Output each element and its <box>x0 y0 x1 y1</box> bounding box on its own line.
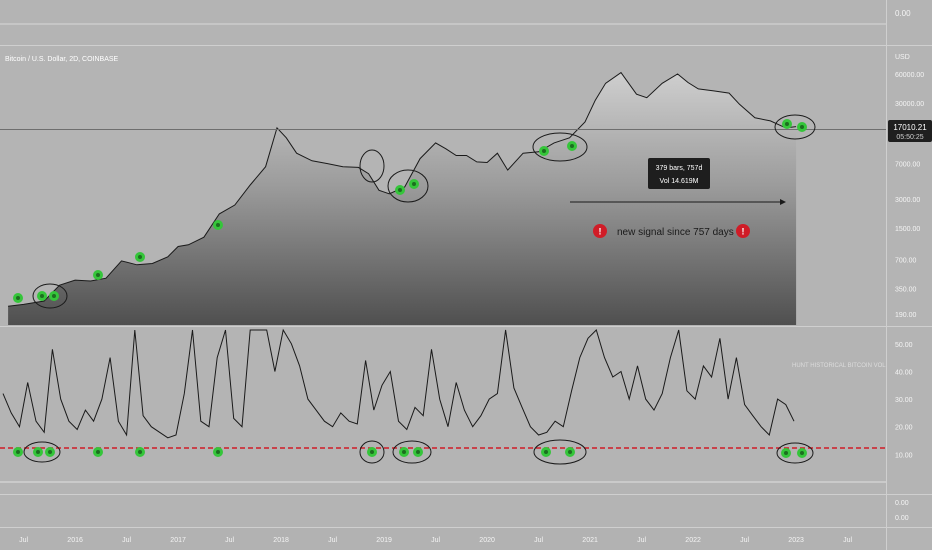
signal-dot-center <box>138 450 142 454</box>
signal-dot-center <box>138 255 142 259</box>
right-scale-background <box>886 0 932 550</box>
time-axis-label: Jul <box>843 537 852 544</box>
time-axis-label: 2021 <box>582 537 598 544</box>
price-tick-label: 700.00 <box>895 258 917 265</box>
indicator-scale-ticks: 50.00 40.00 30.00 20.00 10.00 <box>895 342 913 460</box>
signal-dot-center <box>542 149 546 153</box>
time-axis-label: 2017 <box>170 537 186 544</box>
highlight-ellipse <box>392 440 432 464</box>
price-tick-label: 190.00 <box>895 312 917 319</box>
time-axis-label: 2023 <box>788 537 804 544</box>
current-price-countdown: 05:50:25 <box>896 134 923 141</box>
price-tick-label: 350.00 <box>895 287 917 294</box>
price-tick-label: 7000.00 <box>895 162 920 169</box>
highlight-ellipse <box>532 132 588 162</box>
measure-volume: Vol 14.619M <box>660 178 699 185</box>
measure-bars: 379 bars, 757d <box>656 165 703 172</box>
signal-dot-center <box>416 450 420 454</box>
indicator-tick-label: 10.00 <box>895 452 913 459</box>
highlight-ellipse <box>387 169 429 203</box>
price-currency-label: USD <box>895 54 910 61</box>
signal-markers <box>13 114 816 465</box>
signal-dot-center <box>785 122 789 126</box>
indicator-tick-label: 20.00 <box>895 425 913 432</box>
signal-dot-center <box>370 450 374 454</box>
signal-dot-center <box>52 294 56 298</box>
time-axis-label: Jul <box>637 537 646 544</box>
signal-dot-center <box>570 144 574 148</box>
alert-icon <box>593 224 607 238</box>
bottom-pane-value: 0.00 <box>895 500 909 507</box>
signal-dot-center <box>800 451 804 455</box>
signal-dot-center <box>48 450 52 454</box>
time-axis-label: Jul <box>328 537 337 544</box>
time-axis: Jul 2016 Jul 2017 Jul 2018 Jul 2019 Jul 2020 Jul 20… <box>19 537 852 544</box>
price-tick-label: 30000.00 <box>895 101 924 108</box>
time-axis-label: Jul <box>19 537 28 544</box>
top-panel <box>0 0 886 45</box>
time-axis-label: Jul <box>534 537 543 544</box>
time-axis-label: Jul <box>431 537 440 544</box>
price-scale-ticks: 60000.00 30000.00 7000.00 3000.00 1500.00 700… <box>895 72 924 319</box>
signal-dot-center <box>16 450 20 454</box>
alert-icon-glyph: ! <box>742 227 745 237</box>
price-tick-label: 1500.00 <box>895 226 920 233</box>
volatility-line <box>2 328 795 439</box>
indicator-tick-label: 40.00 <box>895 370 913 377</box>
time-axis-label: 2020 <box>479 537 495 544</box>
highlight-ellipse <box>774 114 816 140</box>
indicator-line-group <box>2 328 795 439</box>
price-tick-label: 3000.00 <box>895 197 920 204</box>
bottom-pane-value: 0.00 <box>895 515 909 522</box>
highlight-ellipse <box>23 441 61 463</box>
highlight-ellipse <box>533 439 587 465</box>
signal-banner-text: new signal since 757 days <box>617 227 734 238</box>
signal-dot-center <box>216 223 220 227</box>
signal-dot-center <box>402 450 406 454</box>
alert-icon-glyph: ! <box>599 227 602 237</box>
measure-tooltip[interactable] <box>648 158 710 189</box>
alert-icon <box>736 224 750 238</box>
signal-dot-center <box>398 188 402 192</box>
time-axis-label: Jul <box>740 537 749 544</box>
price-area-group <box>8 71 797 325</box>
highlight-ellipse <box>359 440 385 464</box>
signal-dot-center <box>216 450 220 454</box>
signal-dot-center <box>568 450 572 454</box>
price-line <box>8 71 797 307</box>
time-axis-label: Jul <box>122 537 131 544</box>
signal-dot-center <box>16 296 20 300</box>
time-axis-label: Jul <box>225 537 234 544</box>
top-strip-value: 0.00 <box>895 9 911 18</box>
signal-dot-center <box>96 273 100 277</box>
time-axis-label: 2019 <box>376 537 392 544</box>
time-axis-label: 2022 <box>685 537 701 544</box>
measure-arrow-head <box>780 199 786 205</box>
highlight-ellipse <box>32 283 68 309</box>
highlight-ellipse <box>359 149 385 183</box>
indicator-tick-label: 50.00 <box>895 342 913 349</box>
time-axis-label: 2018 <box>273 537 289 544</box>
signal-dot-center <box>40 294 44 298</box>
signal-dot-center <box>36 450 40 454</box>
indicator-tick-label: 30.00 <box>895 397 913 404</box>
signal-dot-center <box>544 450 548 454</box>
signal-dot-center <box>412 182 416 186</box>
signal-dot-center <box>800 125 804 129</box>
time-axis-label: 2016 <box>67 537 83 544</box>
symbol-title: Bitcoin / U.S. Dollar, 2D, COINBASE <box>5 56 119 63</box>
signal-dot-center <box>784 451 788 455</box>
highlight-ellipse <box>776 442 814 464</box>
signal-dot-center <box>96 450 100 454</box>
price-tick-label: 60000.00 <box>895 72 924 79</box>
indicator-label: HUNT HISTORICAL BITCOIN VOL <box>792 363 886 369</box>
bottom-panel <box>0 495 886 527</box>
price-area-fill <box>8 72 797 325</box>
current-price-badge[interactable] <box>888 120 932 142</box>
current-price-value: 17010.21 <box>893 123 927 132</box>
